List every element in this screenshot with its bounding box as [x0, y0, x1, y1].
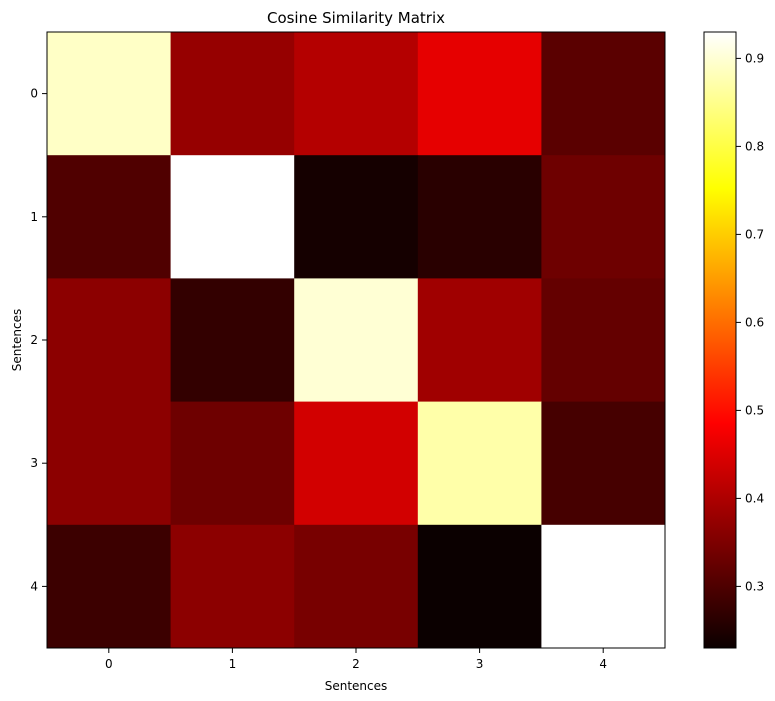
heatmap-cell	[417, 524, 542, 649]
heatmap-cell	[541, 278, 666, 403]
colorbar-tick-label: 0.6	[745, 315, 764, 329]
y-tick-label: 4	[30, 579, 38, 593]
x-tick-label: 2	[352, 657, 360, 671]
y-tick-label: 0	[30, 87, 38, 101]
colorbar-tick-label: 0.4	[745, 491, 764, 505]
heatmap-cell	[541, 155, 666, 279]
x-tick-label: 0	[105, 657, 113, 671]
y-tick-label: 1	[30, 210, 38, 224]
colorbar-tick-label: 0.7	[745, 227, 764, 241]
colorbar-tick-label: 0.3	[745, 579, 764, 593]
heatmap-cell	[170, 524, 295, 649]
x-axis-ticks: 0 1 2 3 4	[105, 648, 607, 671]
heatmap-cell	[47, 155, 172, 279]
heatmap-cell	[294, 524, 419, 649]
heatmap-cell	[47, 524, 172, 649]
colorbar-tick-label: 0.8	[745, 139, 764, 153]
colorbar	[703, 31, 737, 649]
chart-title: Cosine Similarity Matrix	[267, 9, 445, 27]
heatmap-cell	[541, 401, 666, 526]
heatmap-cell	[417, 155, 542, 279]
x-axis-label: Sentences	[325, 679, 388, 693]
heatmap-cell	[417, 32, 542, 156]
heatmap-cell	[294, 32, 419, 156]
heatmap-cells	[47, 32, 666, 649]
colorbar-ticks: 0.3 0.4 0.5 0.6 0.7 0.8 0.9	[736, 51, 764, 593]
x-tick-label: 3	[476, 657, 484, 671]
heatmap-cell	[294, 278, 419, 403]
x-tick-label: 4	[599, 657, 607, 671]
heatmap-cell	[417, 401, 542, 526]
heatmap-cell	[170, 32, 295, 156]
colorbar-tick-label: 0.5	[745, 403, 764, 417]
heatmap-cell	[170, 401, 295, 526]
y-axis-ticks: 0 1 2 3 4	[30, 87, 47, 593]
heatmap-cell	[417, 278, 542, 403]
heatmap-cell	[47, 401, 172, 526]
heatmap-cell	[294, 401, 419, 526]
y-tick-label: 2	[30, 333, 38, 347]
heatmap-cell	[294, 155, 419, 279]
heatmap-cell	[541, 32, 666, 156]
heatmap-cell	[47, 278, 172, 403]
heatmap-cell	[47, 32, 172, 156]
heatmap-cell	[170, 278, 295, 403]
y-axis-label: Sentences	[10, 309, 24, 372]
colorbar-tick-label: 0.9	[745, 51, 764, 65]
y-tick-label: 3	[30, 456, 38, 470]
x-tick-label: 1	[229, 657, 237, 671]
heatmap-cell	[541, 524, 666, 649]
heatmap-cell	[170, 155, 295, 279]
